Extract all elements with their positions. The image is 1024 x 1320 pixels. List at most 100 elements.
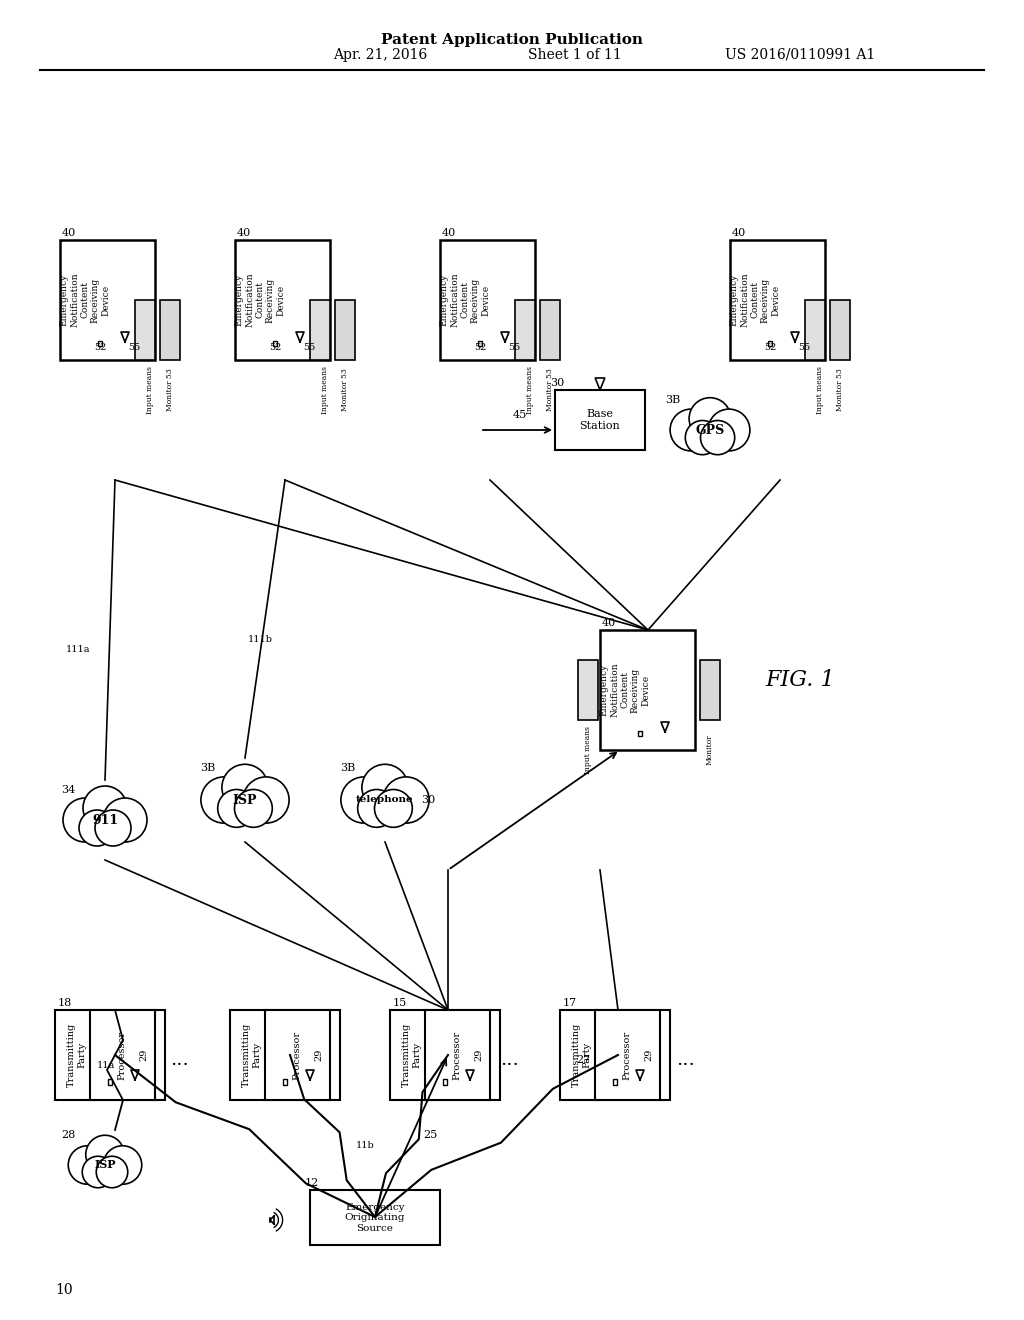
Text: 29: 29	[644, 1049, 653, 1061]
FancyBboxPatch shape	[160, 300, 180, 360]
Text: 911: 911	[92, 813, 118, 826]
Text: GPS: GPS	[695, 424, 725, 437]
Text: Emergency
Notification
Content
Receiving
Device: Emergency Notification Content Receiving…	[600, 663, 650, 717]
FancyBboxPatch shape	[730, 240, 825, 360]
Text: Base
Station: Base Station	[580, 409, 621, 430]
Circle shape	[341, 777, 387, 824]
FancyBboxPatch shape	[55, 1010, 165, 1100]
Text: Transmitting
Party: Transmitting Party	[68, 1023, 87, 1088]
FancyBboxPatch shape	[265, 1010, 330, 1100]
Bar	[283, 1078, 288, 1085]
Text: 34: 34	[60, 785, 75, 795]
FancyBboxPatch shape	[230, 1010, 340, 1100]
Text: Patent Application Publication: Patent Application Publication	[381, 33, 643, 48]
Bar	[108, 1078, 113, 1085]
FancyBboxPatch shape	[60, 240, 155, 360]
Circle shape	[69, 1146, 106, 1184]
Text: 3B: 3B	[340, 763, 355, 774]
Circle shape	[670, 409, 712, 451]
FancyBboxPatch shape	[700, 660, 720, 719]
Text: 55: 55	[508, 343, 520, 352]
Circle shape	[95, 810, 131, 846]
Text: Processor: Processor	[293, 1031, 301, 1080]
Text: Monitor 53: Monitor 53	[341, 368, 349, 412]
Bar	[442, 1078, 447, 1085]
Text: 29: 29	[314, 1049, 324, 1061]
Bar	[768, 341, 772, 346]
Text: Input means: Input means	[146, 366, 154, 414]
FancyBboxPatch shape	[310, 1191, 440, 1245]
Text: 111a: 111a	[66, 645, 90, 655]
Circle shape	[685, 421, 720, 454]
Bar	[98, 341, 102, 346]
Circle shape	[83, 785, 127, 830]
FancyBboxPatch shape	[335, 300, 355, 360]
Text: Monitor 53: Monitor 53	[836, 368, 844, 412]
Text: 10: 10	[55, 1283, 73, 1298]
Text: FIG. 1: FIG. 1	[765, 669, 835, 690]
Circle shape	[82, 1156, 114, 1188]
Bar	[478, 341, 482, 346]
Text: Emergency
Originating
Source: Emergency Originating Source	[345, 1203, 406, 1233]
Text: Input means: Input means	[526, 366, 534, 414]
Text: ISP: ISP	[232, 793, 257, 807]
FancyBboxPatch shape	[515, 300, 535, 360]
Circle shape	[700, 421, 734, 454]
Text: 15: 15	[393, 998, 408, 1008]
Text: 40: 40	[602, 618, 616, 628]
Text: 11a: 11a	[96, 1060, 115, 1069]
FancyBboxPatch shape	[560, 1010, 670, 1100]
Text: 3B: 3B	[666, 395, 681, 405]
Text: 40: 40	[237, 228, 251, 238]
FancyBboxPatch shape	[555, 389, 645, 450]
FancyBboxPatch shape	[90, 1010, 155, 1100]
Text: 55: 55	[798, 343, 810, 352]
Text: 29: 29	[474, 1049, 483, 1061]
Circle shape	[375, 789, 413, 828]
Circle shape	[79, 810, 115, 846]
Text: ...: ...	[171, 1051, 189, 1069]
Circle shape	[201, 777, 247, 824]
Text: Input means: Input means	[816, 366, 824, 414]
Text: 40: 40	[732, 228, 746, 238]
FancyBboxPatch shape	[578, 660, 598, 719]
Circle shape	[222, 764, 268, 810]
Text: 55: 55	[303, 343, 315, 352]
Text: ...: ...	[501, 1051, 519, 1069]
Text: 27: 27	[575, 1055, 590, 1065]
Text: 55: 55	[128, 343, 140, 352]
Text: Emergency
Notification
Content
Receiving
Device: Emergency Notification Content Receiving…	[439, 273, 490, 327]
Text: Monitor 53: Monitor 53	[546, 368, 554, 412]
FancyBboxPatch shape	[440, 240, 535, 360]
FancyBboxPatch shape	[540, 300, 560, 360]
Text: US 2016/0110991 A1: US 2016/0110991 A1	[725, 48, 876, 62]
FancyBboxPatch shape	[595, 1010, 660, 1100]
FancyBboxPatch shape	[830, 300, 850, 360]
Text: ISP: ISP	[94, 1159, 116, 1171]
Circle shape	[103, 1146, 141, 1184]
FancyBboxPatch shape	[135, 300, 155, 360]
FancyBboxPatch shape	[234, 240, 330, 360]
Text: 45: 45	[513, 411, 527, 420]
Bar	[638, 731, 642, 737]
Circle shape	[86, 1135, 124, 1173]
Text: Apr. 21, 2016: Apr. 21, 2016	[333, 48, 427, 62]
Circle shape	[383, 777, 429, 824]
Text: Emergency
Notification
Content
Receiving
Device: Emergency Notification Content Receiving…	[59, 273, 111, 327]
Text: 52: 52	[764, 343, 776, 352]
FancyBboxPatch shape	[805, 300, 825, 360]
Text: Transmitting
Party: Transmitting Party	[243, 1023, 262, 1088]
Text: telephone: telephone	[356, 796, 414, 804]
Text: Processor: Processor	[623, 1031, 632, 1080]
Text: ...: ...	[676, 1051, 694, 1069]
Text: Processor: Processor	[453, 1031, 462, 1080]
Text: 12: 12	[305, 1177, 319, 1188]
Text: 52: 52	[94, 343, 106, 352]
Text: 40: 40	[442, 228, 457, 238]
Text: 17: 17	[563, 998, 578, 1008]
FancyBboxPatch shape	[310, 300, 330, 360]
Text: 30: 30	[550, 378, 564, 388]
Text: 30: 30	[421, 795, 435, 805]
Text: 3B: 3B	[201, 763, 216, 774]
Text: Monitor: Monitor	[706, 735, 714, 766]
